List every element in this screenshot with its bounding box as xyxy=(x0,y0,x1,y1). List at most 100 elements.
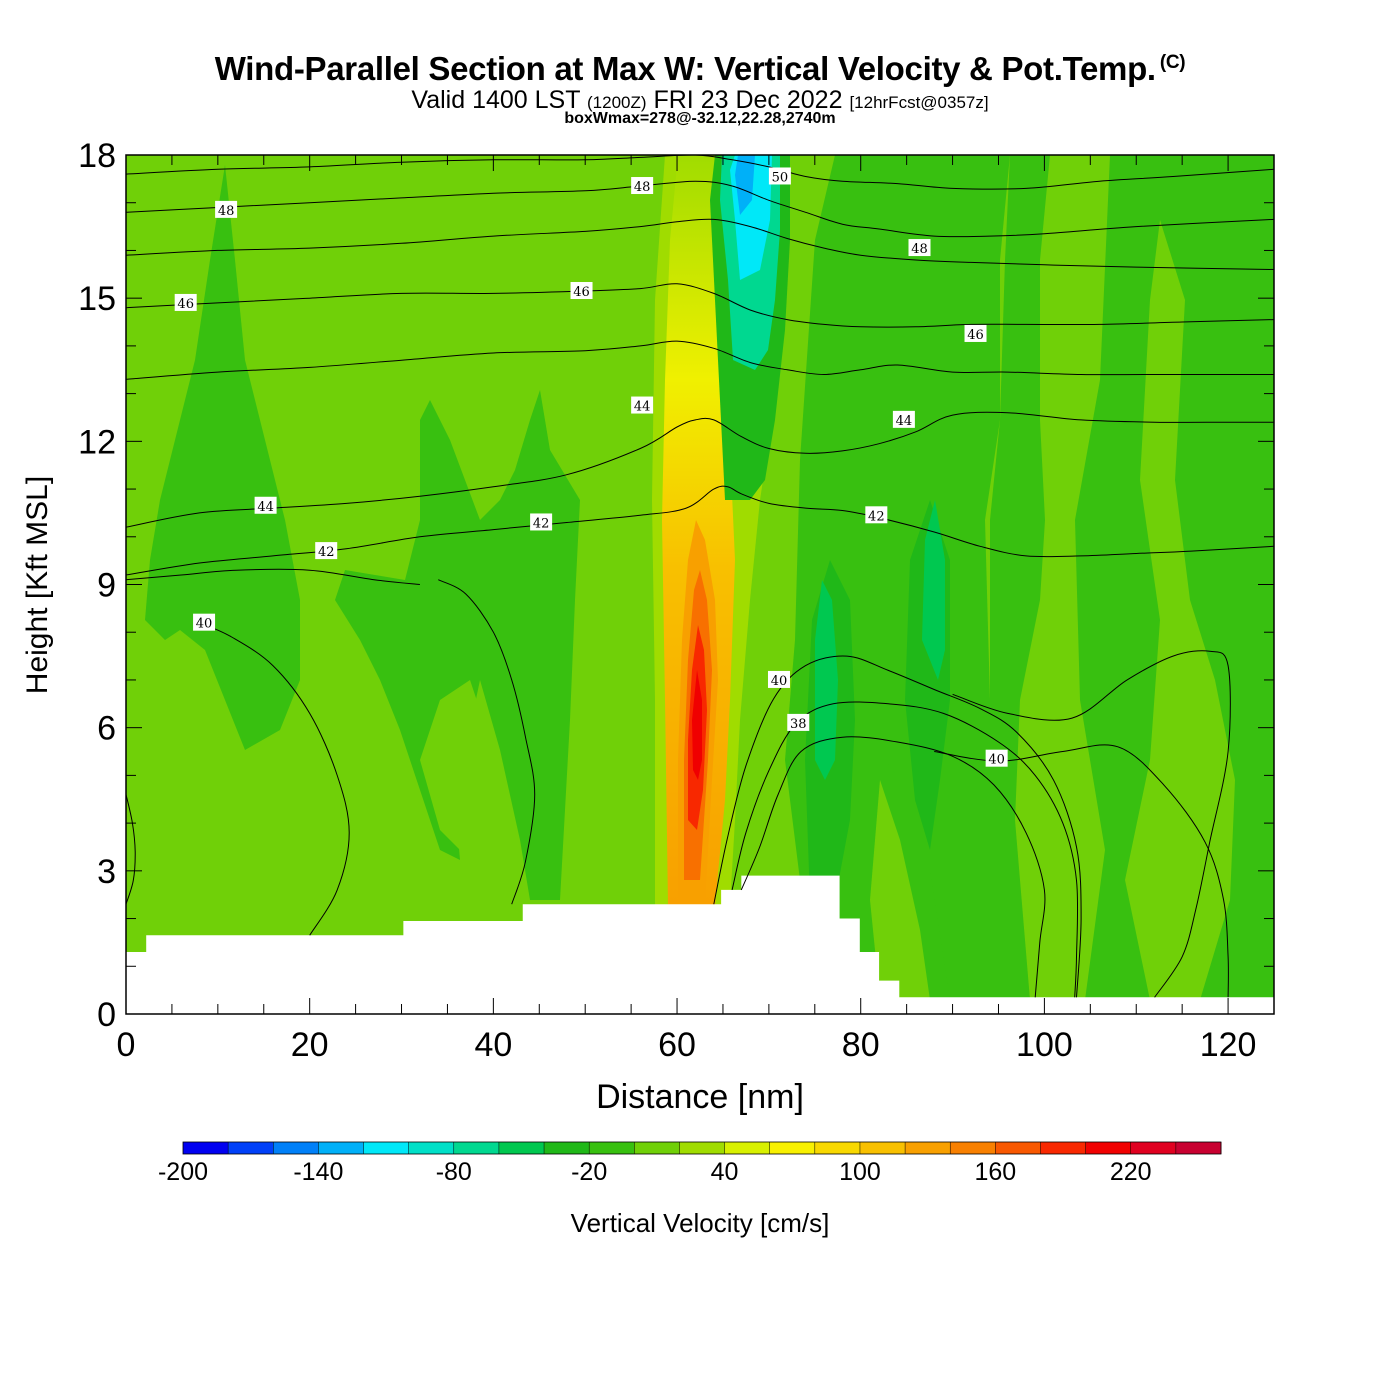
chart-title-text: Wind-Parallel Section at Max W: Vertical… xyxy=(214,50,1156,87)
colorbar-swatch xyxy=(183,1142,229,1154)
colorbar-swatch xyxy=(1040,1142,1087,1154)
contour-label-box xyxy=(530,513,553,531)
colorbar-swatch xyxy=(679,1142,726,1154)
velocity-region-light-mid xyxy=(420,680,500,850)
downdraft-core-blue xyxy=(735,155,755,215)
contour-label-box xyxy=(570,282,593,300)
y-tick-label: 0 xyxy=(97,996,116,1034)
contour-label-box xyxy=(985,749,1008,767)
contour-label-text: 44 xyxy=(634,400,651,415)
contour-label-text: 46 xyxy=(573,285,590,300)
contour-label-box xyxy=(254,496,277,514)
y-axis-title: Height [Kft MSL] xyxy=(21,476,54,694)
contour-label-text: 44 xyxy=(896,414,913,429)
contour-label-text: 38 xyxy=(790,717,807,732)
colorbar-swatch xyxy=(363,1142,410,1154)
velocity-region-green-mid xyxy=(335,390,580,900)
colorbar-swatch xyxy=(634,1142,680,1154)
contour-label-text: 46 xyxy=(177,297,194,312)
updraft-core-max xyxy=(692,670,702,780)
theta-contour-44 xyxy=(126,411,1274,528)
theta-contour-unlabeled-5 xyxy=(126,568,420,585)
velocity-region-green-west xyxy=(145,165,300,750)
colorbar-swatch xyxy=(273,1142,319,1154)
theta-contour-unlabeled-7 xyxy=(934,744,1229,998)
contour-label-text: 42 xyxy=(868,509,885,524)
contour-label-text: 48 xyxy=(911,242,928,257)
contour-label-text: 48 xyxy=(218,204,235,219)
contour-label-box xyxy=(315,542,338,560)
theta-contour-36 xyxy=(740,736,1046,998)
colorbar-tick-label: 100 xyxy=(839,1158,881,1186)
contour-label-text: 46 xyxy=(967,328,984,343)
colorbar-swatch xyxy=(408,1142,455,1154)
contour-label-text: 40 xyxy=(771,674,788,689)
colorbar-frame xyxy=(182,1141,1222,1155)
colorbar-tick-label: -80 xyxy=(436,1158,472,1186)
velocity-region-green-far-east-strip xyxy=(990,155,1050,1000)
chart-subtitle: Valid 1400 LST (1200Z) FRI 23 Dec 2022 [… xyxy=(0,86,1400,115)
contour-label-box xyxy=(767,670,790,688)
colorbar-tick-label: 220 xyxy=(1110,1158,1152,1186)
vertical-velocity-field xyxy=(145,155,1274,1000)
chart-title: Wind-Parallel Section at Max W: Vertical… xyxy=(0,50,1400,88)
theta-contour-46 xyxy=(126,283,1274,328)
colorbar-swatch xyxy=(769,1142,816,1154)
theta-contour-50 xyxy=(126,155,1274,190)
valid-date: FRI 23 Dec 2022 xyxy=(653,86,843,114)
contour-label-text: 42 xyxy=(318,545,335,560)
y-tick-label: 12 xyxy=(78,423,116,461)
colorbar-swatch xyxy=(544,1142,590,1154)
colorbar-swatch xyxy=(950,1142,996,1154)
velocity-region-teal-east-2 xyxy=(922,500,945,680)
plot-area: 40 42 44 42 44 46 48 46 48 50 48 46 44 42 40 38 40 xyxy=(125,154,1275,1015)
velocity-region-small-green xyxy=(1110,700,1120,750)
theta-contour-40 xyxy=(199,622,350,936)
theta-contour-48 xyxy=(126,180,1274,238)
contour-label-text: 48 xyxy=(634,180,651,195)
y-tick-label: 3 xyxy=(97,853,116,891)
colorbar-swatch xyxy=(724,1142,771,1154)
y-tick-label: 15 xyxy=(78,280,116,318)
terrain-area xyxy=(126,875,1274,1014)
theta-contour-40 xyxy=(713,655,1082,998)
contour-label-text: 40 xyxy=(196,617,213,632)
theta-contour-unlabeled-11 xyxy=(126,340,1274,380)
colorbar-swatch xyxy=(859,1142,906,1154)
x-tick-label: 0 xyxy=(117,1026,136,1064)
x-tick-label: 60 xyxy=(658,1026,696,1064)
forecast-info: [12hrFcst@0357z] xyxy=(849,93,989,112)
theta-contour-unlabeled-13 xyxy=(126,218,1274,270)
colorbar-swatch xyxy=(1130,1142,1177,1154)
velocity-region-teal-east xyxy=(815,580,838,780)
colorbar: -200 -140 -80 -20 40 100 160 220 xyxy=(158,1141,1222,1186)
theta-contour-unlabeled-6 xyxy=(952,650,1231,998)
colorbar-swatch xyxy=(1175,1142,1222,1154)
x-tick-label: 40 xyxy=(474,1026,512,1064)
valid-time-zulu: (1200Z) xyxy=(587,93,647,112)
colorbar-swatch xyxy=(995,1142,1041,1154)
y-tick-label: 6 xyxy=(97,710,116,748)
contour-label-box xyxy=(865,506,888,524)
copyright-mark: (C) xyxy=(1159,52,1186,73)
x-tick-label: 20 xyxy=(291,1026,329,1064)
colorbar-swatch xyxy=(589,1142,635,1154)
contour-label-box xyxy=(892,410,915,428)
colorbar-title: Vertical Velocity [cm/s] xyxy=(571,1208,830,1238)
contour-label-text: 40 xyxy=(988,753,1005,768)
contour-label-layer: 40 42 44 42 44 46 48 46 48 50 48 46 44 42 40 38 40 xyxy=(174,167,1008,768)
colorbar-tick-label: -200 xyxy=(158,1158,208,1186)
contour-label-text: 42 xyxy=(533,516,550,531)
contour-label-box xyxy=(174,293,197,311)
colorbar-swatch xyxy=(228,1142,274,1154)
velocity-region-light-green-right-inner xyxy=(1125,220,1235,1000)
contour-label-box xyxy=(215,200,238,218)
x-tick-label: 80 xyxy=(842,1026,880,1064)
potential-temperature-contours xyxy=(126,155,1274,998)
colorbar-swatch xyxy=(905,1142,951,1154)
colorbar-tick-label: -140 xyxy=(293,1158,343,1186)
theta-contour-unlabeled-8 xyxy=(126,794,136,905)
contour-label-box xyxy=(787,713,810,731)
x-axis-title: Distance [nm] xyxy=(596,1078,804,1116)
